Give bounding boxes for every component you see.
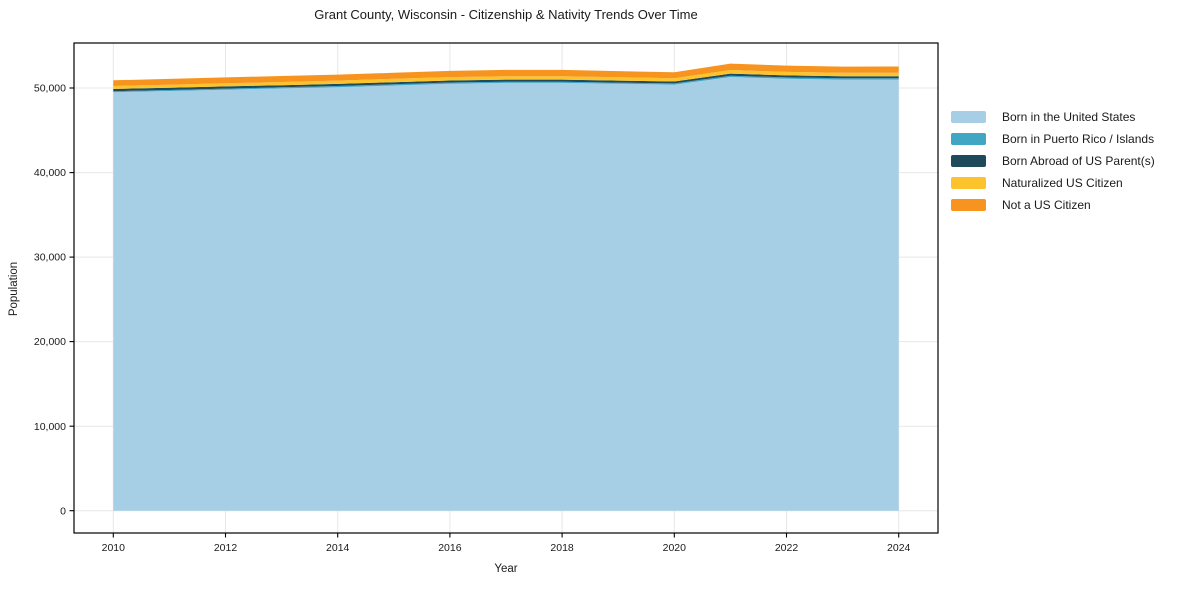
chart-title: Grant County, Wisconsin - Citizenship & …	[314, 7, 698, 22]
x-tick-label: 2022	[775, 542, 799, 554]
y-axis-label: Population	[8, 261, 20, 317]
legend-item: Born in Puerto Rico / Islands	[951, 132, 1155, 146]
area-series-born-in-puerto-rico-islands	[113, 75, 899, 93]
legend-label: Not a US Citizen	[1002, 198, 1091, 212]
legend-label: Born in the United States	[1002, 110, 1136, 124]
x-tick-label: 2010	[102, 542, 126, 554]
x-axis-label: Year	[494, 563, 518, 575]
legend-swatch-naturalized	[951, 177, 986, 189]
y-tick-label: 10,000	[34, 421, 66, 433]
legend-item: Not a US Citizen	[951, 198, 1155, 212]
y-tick-label: 50,000	[34, 83, 66, 95]
legend-label: Born Abroad of US Parent(s)	[1002, 154, 1155, 168]
x-tick-label: 2014	[326, 542, 350, 554]
y-tick-label: 0	[60, 505, 66, 517]
legend-swatch-born-abroad	[951, 155, 986, 167]
y-tick-label: 40,000	[34, 167, 66, 179]
x-tick-label: 2016	[438, 542, 462, 554]
y-tick-label: 20,000	[34, 336, 66, 348]
area-series-naturalized-us-citizen	[113, 70, 899, 89]
legend-label: Born in Puerto Rico / Islands	[1002, 132, 1155, 146]
y-tick-label: 30,000	[34, 252, 66, 264]
legend-item: Naturalized US Citizen	[951, 176, 1155, 190]
legend-swatch-born-us	[951, 111, 986, 123]
legend-item: Born in the United States	[951, 110, 1155, 124]
legend-swatch-not-citizen	[951, 199, 986, 211]
legend-label: Naturalized US Citizen	[1002, 176, 1123, 190]
legend: Born in the United States Born in Puerto…	[951, 110, 1155, 212]
area-series-born-abroad-of-us-parent-s	[113, 73, 899, 92]
legend-item: Born Abroad of US Parent(s)	[951, 154, 1155, 168]
legend-swatch-puerto-rico	[951, 133, 986, 145]
area-series-not-a-us-citizen	[113, 63, 899, 86]
x-tick-label: 2018	[550, 542, 574, 554]
plot-border	[73, 42, 939, 534]
x-tick-label: 2024	[887, 542, 911, 554]
x-tick-label: 2020	[663, 542, 687, 554]
area-series-born-in-the-united-states	[113, 77, 899, 511]
x-tick-label: 2012	[214, 542, 238, 554]
